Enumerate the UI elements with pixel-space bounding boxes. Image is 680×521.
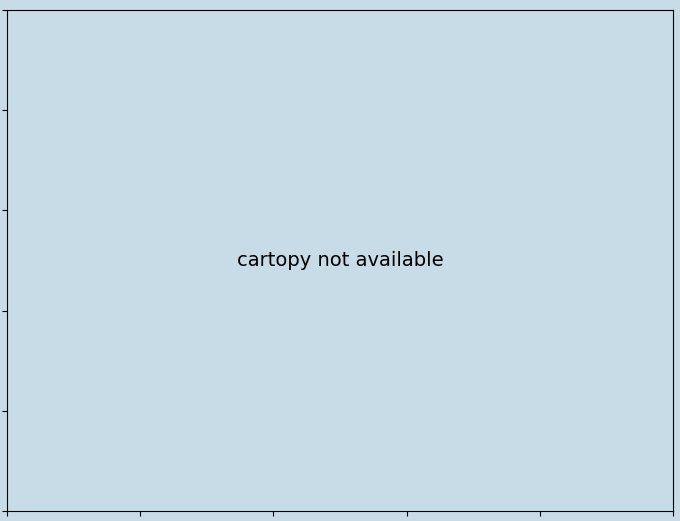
Text: cartopy not available: cartopy not available xyxy=(237,251,443,270)
